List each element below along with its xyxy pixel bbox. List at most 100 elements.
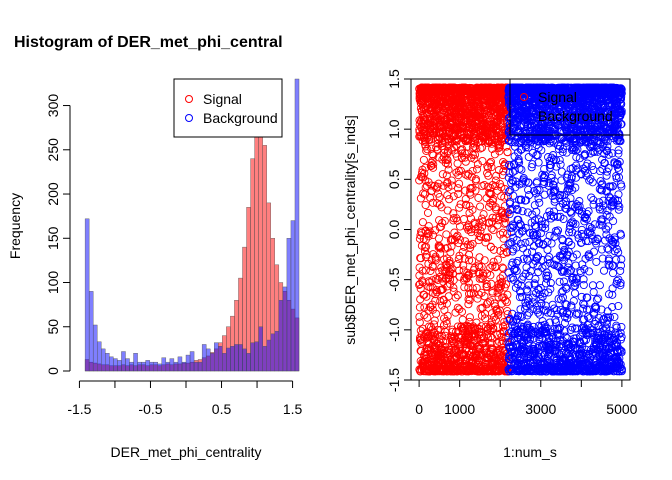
scatter-point-background [521, 301, 530, 310]
scatter-point-signal [422, 292, 431, 301]
scatter-point-signal [415, 303, 424, 312]
scatter-point-signal [502, 247, 511, 257]
histogram-bar-background [157, 363, 162, 372]
scatter-point-background [579, 280, 588, 290]
scatter-point-signal [502, 142, 511, 151]
scatter-point-background [518, 244, 528, 253]
scatter-point-background [610, 247, 619, 256]
scatter-point-signal [424, 277, 433, 286]
scatter-point-signal [503, 208, 513, 217]
scatter-point-signal [450, 228, 459, 237]
histogram-y-tick-label: 250 [45, 138, 61, 162]
scatter-point-background [604, 290, 614, 299]
scatter-point-signal [501, 296, 510, 305]
scatter-point-background [509, 191, 518, 200]
scatter-point-background [573, 230, 582, 239]
scatter-point-signal [424, 222, 433, 231]
scatter-point-background [608, 149, 617, 158]
histogram-bar-background [153, 361, 158, 372]
scatter-point-signal [485, 159, 495, 168]
scatter-point-background [574, 309, 583, 318]
scatter-point-signal [464, 283, 473, 292]
histogram-legend-background-marker [185, 114, 193, 122]
scatter-point-background [604, 222, 613, 231]
scatter-point-background [524, 281, 533, 290]
scatter-point-background [542, 327, 551, 336]
scatter-point-background [598, 215, 607, 224]
scatter-point-signal [431, 296, 440, 305]
scatter-point-background [549, 212, 559, 221]
scatter-point-signal [473, 294, 482, 303]
scatter-point-signal [472, 165, 482, 174]
scatter-point-background [554, 325, 563, 334]
scatter-point-signal [441, 336, 451, 345]
scatter-point-background [609, 217, 618, 226]
scatter-point-background [538, 292, 547, 301]
scatter-point-signal [503, 306, 512, 316]
scatter-point-signal [494, 293, 503, 302]
scatter-point-signal [449, 283, 458, 292]
scatter-point-signal [498, 263, 507, 272]
histogram-bar-background [210, 353, 215, 372]
histogram-bar-background [185, 354, 191, 372]
histogram-bar-background [294, 78, 300, 372]
histogram-x-tick-label: 0.5 [212, 401, 232, 417]
scatter-point-signal [467, 228, 476, 237]
scatter-point-background [571, 183, 580, 192]
scatter-point-background [553, 226, 563, 235]
scatter-point-signal [418, 266, 427, 275]
scatter-point-signal [443, 311, 452, 320]
scatter-point-background [608, 290, 617, 299]
scatter-point-background [588, 137, 597, 146]
scatter-point-background [605, 261, 614, 270]
scatter-point-signal [486, 183, 495, 192]
scatter-point-signal [474, 290, 483, 299]
scatter-point-background [543, 308, 552, 317]
scatter-point-background [536, 284, 545, 293]
histogram-bar-background [197, 361, 203, 372]
histogram-bar-background [222, 353, 227, 372]
scatter-point-signal [429, 332, 438, 341]
scatter-point-signal [500, 193, 509, 202]
scatter-point-signal [434, 234, 443, 243]
scatter-point-background [590, 308, 599, 317]
scatter-point-signal [476, 202, 485, 211]
scatter-point-background [596, 177, 605, 186]
scatter-point-background [558, 253, 567, 262]
scatter-point-signal [500, 159, 510, 168]
scatter-point-signal [463, 171, 472, 180]
scatter-point-background [562, 300, 571, 309]
scatter-point-background [510, 166, 519, 175]
scatter-point-background [515, 164, 524, 173]
scatter-point-signal [423, 208, 433, 217]
histogram-bar-background [117, 360, 122, 372]
scatter-point-background [534, 285, 543, 294]
scatter-point-background [592, 304, 601, 313]
histogram-bar-background [92, 324, 98, 372]
scatter-point-background [552, 162, 561, 171]
histogram-chart: Histogram of DER_met_phi_central 0501001… [7, 34, 303, 460]
scatter-point-signal [497, 183, 506, 192]
scatter-point-background [581, 166, 590, 175]
scatter-point-signal [444, 146, 453, 155]
scatter-point-background [515, 158, 524, 167]
scatter-point-background [558, 147, 567, 156]
scatter-point-signal [479, 210, 488, 219]
histogram-bar-background [230, 346, 235, 372]
scatter-point-signal [462, 200, 471, 210]
scatter-point-background [576, 347, 586, 356]
scatter-point-background [519, 272, 528, 281]
scatter-point-signal [426, 266, 435, 275]
histogram-bar-background [161, 357, 167, 372]
scatter-point-signal [432, 309, 441, 318]
scatter-point-signal [502, 280, 511, 289]
scatter-point-signal [465, 256, 474, 265]
scatter-point-signal [471, 186, 480, 195]
scatter-point-signal [422, 242, 431, 251]
scatter-point-background [544, 271, 553, 280]
scatter-point-background [599, 266, 609, 275]
scatter-point-background [512, 266, 521, 275]
scatter-point-signal [488, 144, 497, 153]
scatter-point-signal [482, 282, 491, 291]
scatter-point-signal [468, 183, 477, 192]
